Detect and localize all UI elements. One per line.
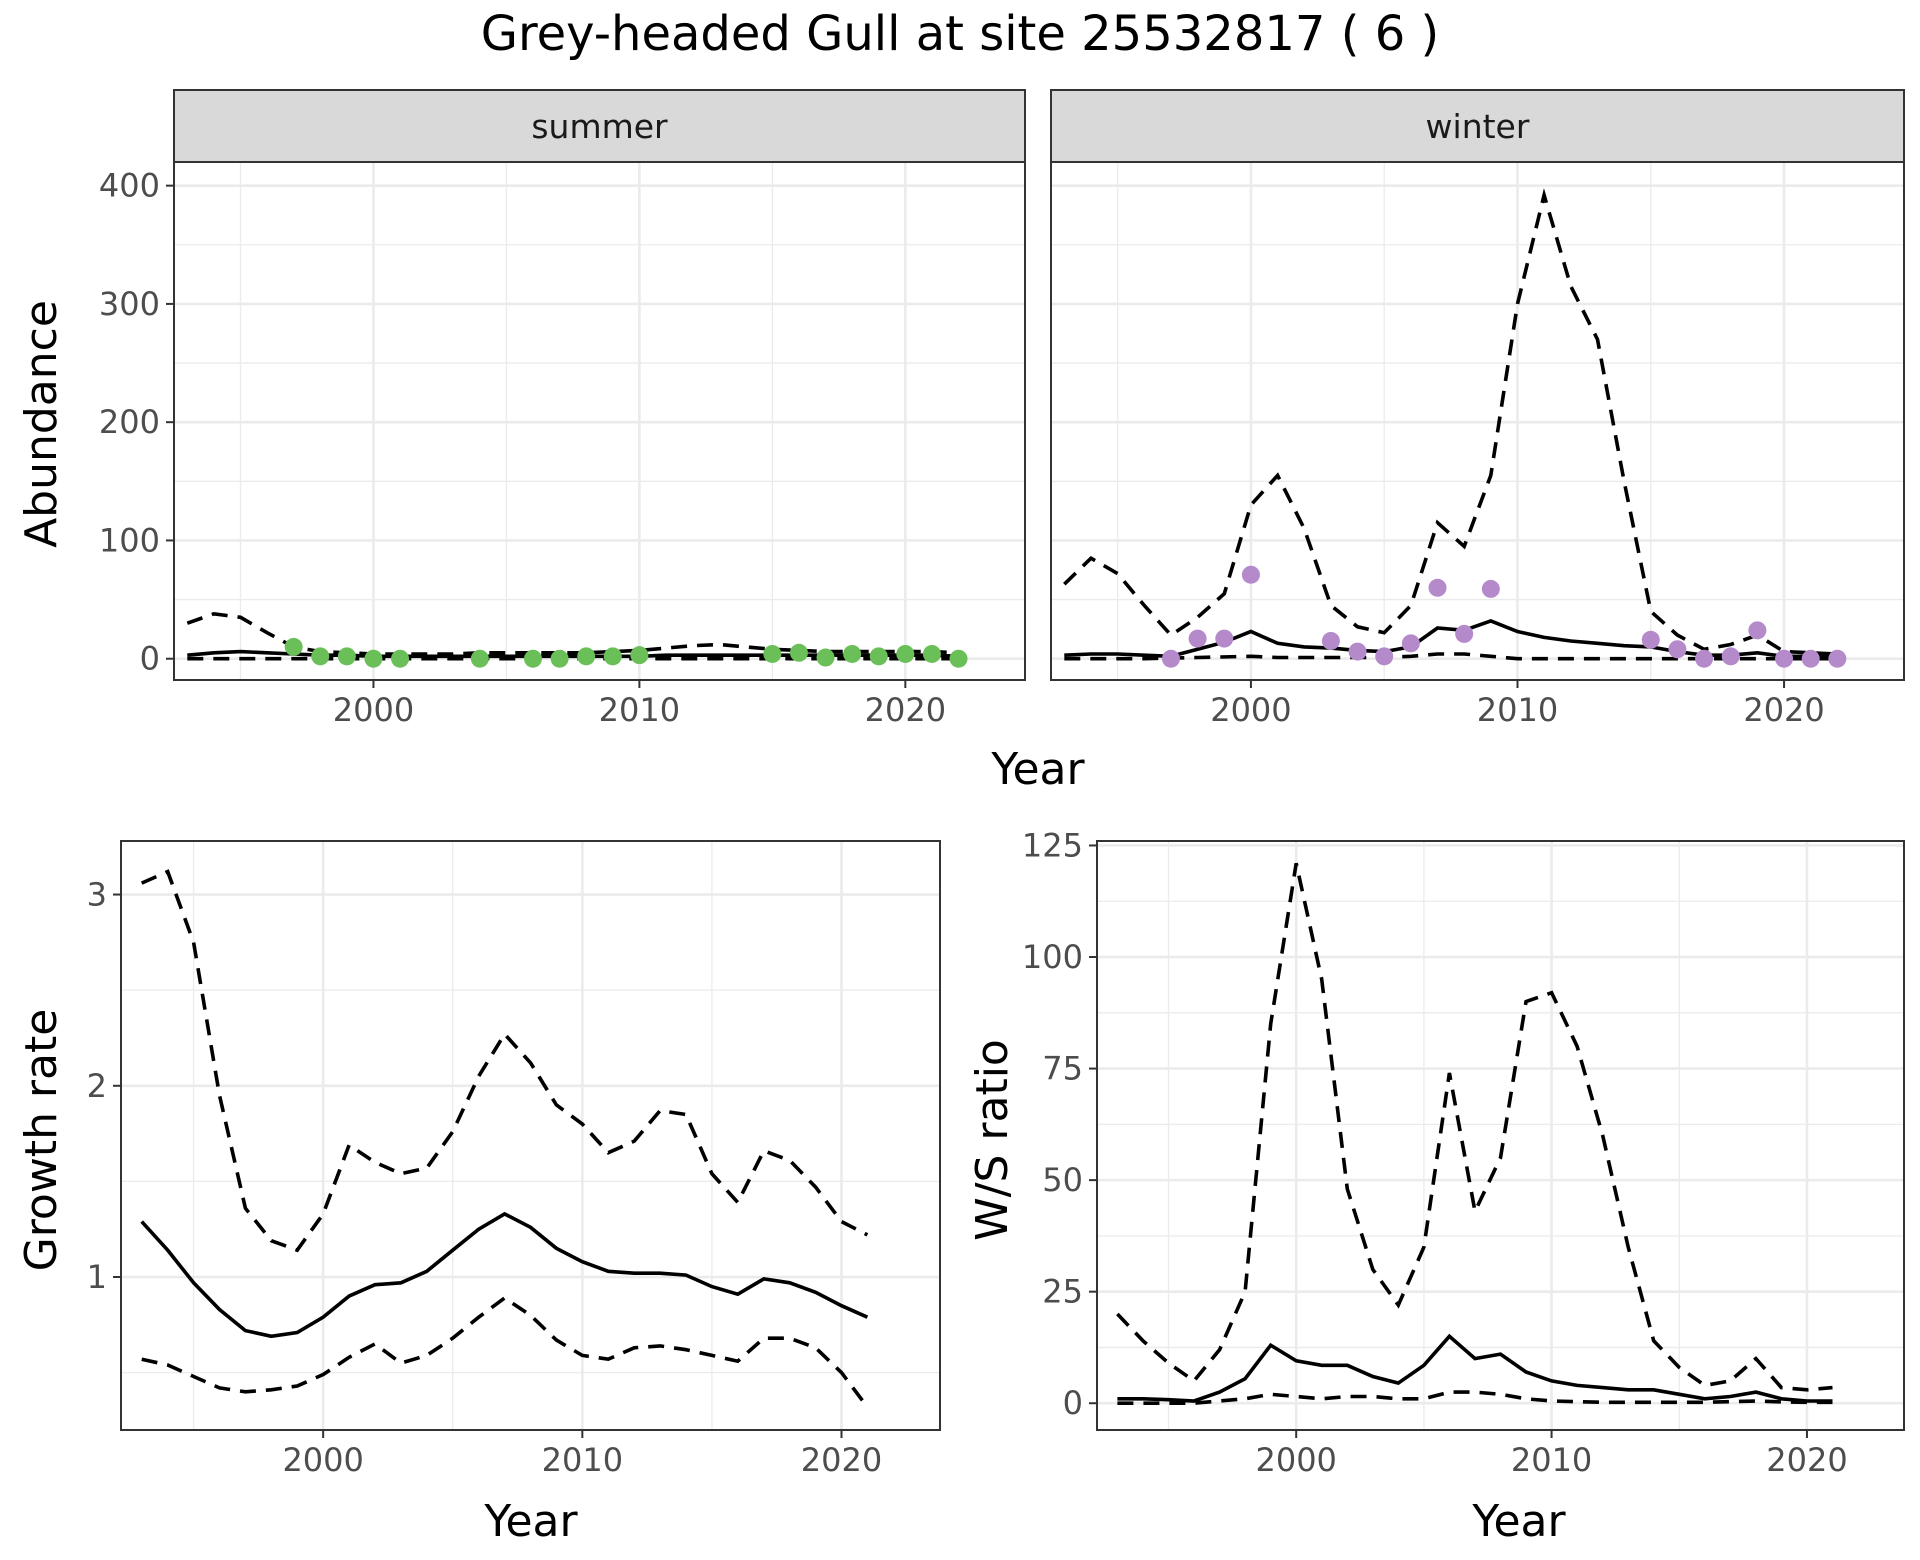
observed-count-point [524,649,543,668]
plot-area-winter: 2000 2010 2020 [1050,161,1905,729]
x-tick-label: 2000 [1255,1441,1336,1479]
facet-winter: winter 2000 2010 2020 [1050,89,1905,729]
observed-count-point [949,649,968,668]
confidence-bound-line [140,869,869,1253]
growth-x-axis-title: Year [483,1496,578,1547]
facet-label-winter: winter [1426,107,1530,146]
observed-count-point [1428,578,1447,597]
observed-count-point [1215,629,1234,648]
y-tick-label: 50 [1042,1161,1083,1199]
observed-count-point [630,646,649,665]
panel-border [120,840,941,1431]
observed-count-point [1348,642,1367,661]
panel-background [1097,841,1904,1430]
x-tick-label: 2000 [333,691,414,729]
panel-border [173,161,1026,681]
observed-count-point [1641,630,1660,649]
observed-count-point [1668,640,1687,659]
plot-area-summer: 2000 2010 2020 0 100 200 300 400 [99,161,1026,729]
observed-count-point [1828,649,1847,668]
x-tick-label: 2020 [865,691,946,729]
observed-count-point [337,647,356,666]
observed-count-point [470,649,489,668]
observed-count-point [550,649,569,668]
observed-count-point [1481,579,1500,598]
panel-border [1096,840,1905,1431]
x-tick-label: 2020 [1766,1441,1847,1479]
observed-count-point [364,649,383,668]
x-tick-label: 2010 [1477,691,1558,729]
x-tick-label: 2010 [599,691,680,729]
abundance-x-axis-title: Year [990,744,1085,795]
observed-count-point [789,643,808,662]
observed-count-point [896,644,915,663]
abundance-y-axis-title: Abundance [16,300,67,548]
x-tick-label: 2010 [542,1441,623,1479]
y-tick-label: 25 [1042,1273,1083,1311]
plot-area-ws-ratio: 2000 2010 2020 0 25 50 75 100 125 [1022,826,1905,1479]
observed-count-point [1695,649,1714,668]
y-tick-label: 0 [140,640,160,678]
y-tick-label: 200 [99,403,160,441]
y-tick-label: 75 [1042,1050,1083,1088]
x-tick-label: 2010 [1511,1441,1592,1479]
y-tick-label: 100 [99,521,160,559]
facet-strip-summer [173,89,1026,163]
observed-count-point [1801,649,1820,668]
growth-rate-chart: 2000 2010 2020 1 2 3 Growth rate Year [16,840,941,1547]
observed-count-point [1455,624,1474,643]
observed-count-point [1775,649,1794,668]
panel-border [1050,161,1905,681]
observed-count-point [1375,647,1394,666]
y-tick-label: 125 [1022,826,1083,864]
observed-count-point [1161,649,1180,668]
y-tick-label: 100 [1022,938,1083,976]
ws-y-axis-title: W/S ratio [967,1039,1018,1241]
y-tick-label: 0 [1063,1384,1083,1422]
ws-ratio-chart: 2000 2010 2020 0 25 50 75 100 125 W/S ratio Year [967,826,1905,1547]
panel-background [121,841,940,1430]
observed-count-point [603,647,622,666]
observed-count-point [391,649,410,668]
observed-count-point [577,647,596,666]
confidence-bound-line [1116,862,1833,1392]
x-tick-label: 2020 [1743,691,1824,729]
observed-count-point [1321,631,1340,650]
observed-count-point [284,637,303,656]
y-tick-label: 2 [87,1067,107,1105]
observed-count-point [1241,565,1260,584]
observed-count-point [1401,634,1420,653]
chart-title: Grey-headed Gull at site 25532817 ( 6 ) [481,6,1439,62]
y-tick-label: 300 [99,285,160,323]
estimate-line [140,1211,869,1339]
observed-count-point [1721,647,1740,666]
estimate-line [1117,1333,1833,1403]
y-tick-label: 3 [87,876,107,914]
ws-x-axis-title: Year [1471,1496,1566,1547]
y-tick-label: 400 [99,167,160,205]
x-tick-label: 2000 [282,1441,363,1479]
observed-count-point [311,647,330,666]
observed-count-point [843,644,862,663]
facet-label-summer: summer [531,107,668,146]
observed-count-point [869,647,888,666]
abundance-chart: summer 2000 2010 2020 0 100 200 300 400 winter … [16,89,1905,795]
confidence-bound-line [1117,1390,1833,1405]
y-tick-label: 1 [87,1258,107,1296]
observed-count-point [816,648,835,667]
observed-count-point [1188,629,1207,648]
plot-area-growth: 2000 2010 2020 1 2 3 [87,840,941,1479]
growth-y-axis-title: Growth rate [16,1009,67,1272]
observed-count-point [1748,621,1767,640]
facet-summer: summer 2000 2010 2020 0 100 200 300 400 [99,89,1026,729]
observed-count-point [922,644,941,663]
observed-count-point [763,644,782,663]
x-tick-label: 2000 [1210,691,1291,729]
x-tick-label: 2020 [801,1441,882,1479]
